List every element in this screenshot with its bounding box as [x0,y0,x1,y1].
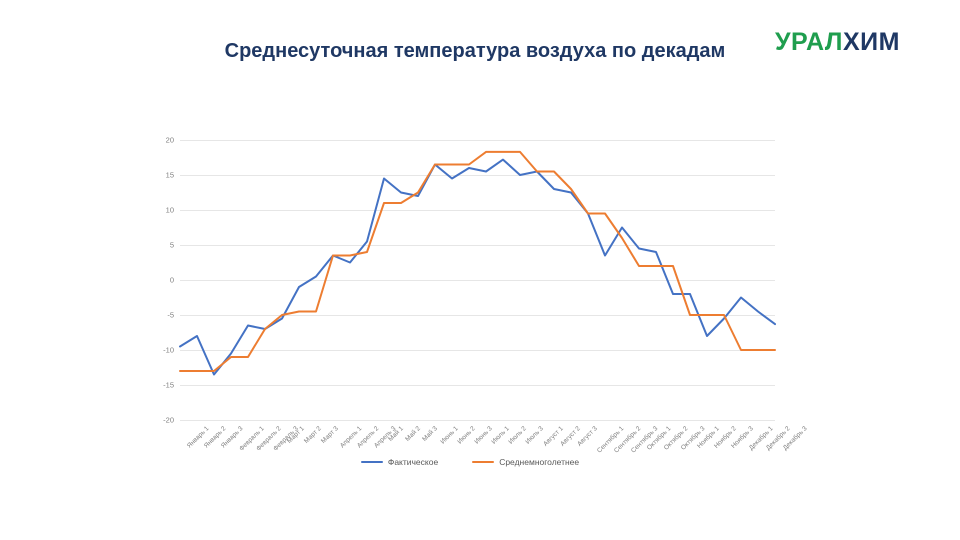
legend-item[interactable]: Среднемноголетнее [472,457,579,467]
gridline: 20 [166,136,775,145]
x-axis-tick-label: Июнь 1 [439,425,460,446]
x-axis-tick-label: Июнь 3 [473,425,494,446]
legend-label: Среднемноголетнее [499,457,580,467]
y-axis-tick-label: -15 [163,380,174,390]
logo-text-ural: УРАЛ [775,28,843,56]
page-title: Среднесуточная температура воздуха по де… [224,40,726,62]
gridline: 15 [166,171,775,180]
gridline: -20 [163,416,775,425]
gridline: 5 [170,241,775,250]
legend-swatch-icon [472,460,495,464]
x-axis-tick-label: Июль 1 [490,425,511,446]
y-axis-tick-label: 10 [165,205,174,215]
legend-item[interactable]: Фактическое [360,457,439,467]
y-axis-tick-label: 5 [169,240,174,250]
chart-legend: Фактическое Среднемноголетнее [150,457,790,467]
y-axis-tick-label: 0 [169,275,174,285]
y-axis-tick-label: 20 [165,135,174,145]
gridline: -5 [167,311,775,320]
temperature-line-chart: 20 15 10 5 0 -5 -10 -15 -20 Январь 1 Январь 2 Янва… [150,125,808,470]
series-line-Среднемноголетнее [180,152,775,371]
x-axis-tick-label: Июль 2 [507,425,528,446]
x-axis-tick-label: Май 2 [404,425,422,443]
gridline: 0 [170,276,775,285]
gridline: 10 [166,206,775,215]
y-axis-tick-label: -20 [163,415,174,425]
y-axis-tick-label: -5 [167,310,174,320]
y-axis-tick-label: 15 [165,170,174,180]
uralchem-logo: УРАЛХИМ [775,30,900,55]
y-axis-tick-label: -10 [163,345,174,355]
gridline: -15 [163,381,775,390]
chart-plot-area: 20 15 10 5 0 -5 -10 -15 -20 [163,136,775,425]
series-line-Фактическое [180,160,775,375]
x-axis-tick-label: Июнь 2 [456,425,477,446]
gridline: -10 [163,346,775,355]
legend-label: Фактическое [387,457,439,467]
x-axis-tick-label: Март 3 [320,425,340,445]
x-axis-tick-label: Май 3 [421,425,439,443]
legend-swatch-icon [360,460,383,464]
series-lines-layer [180,140,775,420]
logo-text-him: ХИМ [842,28,900,56]
x-axis-tick-label: Март 2 [303,425,323,445]
